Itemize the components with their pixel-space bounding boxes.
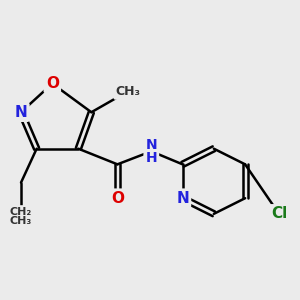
Text: N
H: N H [146,138,157,165]
Text: O: O [46,76,59,91]
Text: N: N [176,191,189,206]
Text: O: O [111,191,124,206]
Text: CH₂
CH₃: CH₂ CH₃ [10,207,32,226]
Text: N: N [15,105,27,120]
Text: CH₃: CH₃ [116,85,140,98]
Text: Cl: Cl [271,206,287,221]
